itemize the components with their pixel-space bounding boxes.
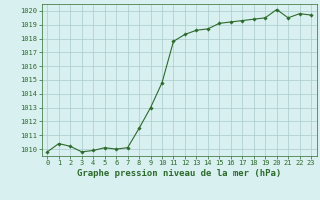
X-axis label: Graphe pression niveau de la mer (hPa): Graphe pression niveau de la mer (hPa) <box>77 169 281 178</box>
